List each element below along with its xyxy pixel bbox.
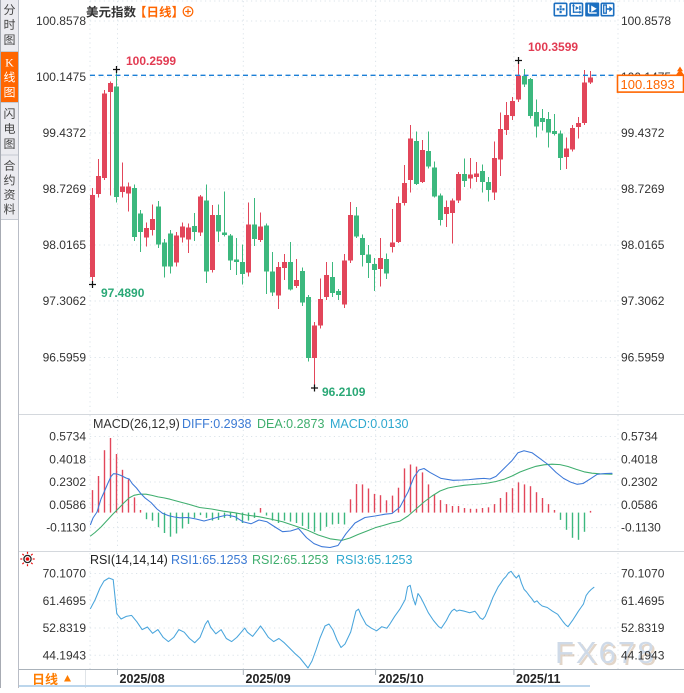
svg-text:0.5734: 0.5734 [621,430,658,444]
svg-text:100.1475: 100.1475 [36,70,86,84]
svg-text:DEA:0.2873: DEA:0.2873 [257,417,324,431]
svg-text:K: K [5,56,14,70]
svg-text:97.4890: 97.4890 [101,286,145,300]
svg-text:99.4372: 99.4372 [43,126,87,140]
svg-text:0.2302: 0.2302 [49,475,86,489]
svg-text:44.1943: 44.1943 [43,648,87,662]
svg-text:98.0165: 98.0165 [621,238,665,252]
svg-text:2025/10: 2025/10 [379,672,424,686]
svg-text:97.3062: 97.3062 [43,294,87,308]
svg-text:0.4018: 0.4018 [49,452,86,466]
svg-text:DIFF:0.2938: DIFF:0.2938 [182,417,252,431]
svg-text:70.1070: 70.1070 [621,567,665,581]
svg-text:0.0586: 0.0586 [621,498,658,512]
svg-text:RSI1:65.1253: RSI1:65.1253 [171,553,247,567]
svg-text:2025/09: 2025/09 [246,672,291,686]
svg-text:2025/11: 2025/11 [516,672,561,686]
svg-text:MACD:0.0130: MACD:0.0130 [330,417,409,431]
svg-text:2025/08: 2025/08 [120,672,165,686]
svg-text:97.3062: 97.3062 [621,294,665,308]
svg-text:100.3599: 100.3599 [528,40,578,54]
svg-text:0.4018: 0.4018 [621,452,658,466]
svg-text:52.8319: 52.8319 [43,621,87,635]
svg-text:RSI2:65.1253: RSI2:65.1253 [252,553,328,567]
svg-text:FX678: FX678 [555,635,656,670]
svg-text:RSI(14,14,14): RSI(14,14,14) [90,553,168,567]
svg-text:98.7269: 98.7269 [43,182,87,196]
svg-text:96.2109: 96.2109 [322,385,366,399]
svg-text:70.1070: 70.1070 [43,567,87,581]
svg-text:RSI3:65.1253: RSI3:65.1253 [336,553,412,567]
svg-text:MACD(26,12,9): MACD(26,12,9) [93,417,180,431]
svg-text:98.0165: 98.0165 [43,238,87,252]
svg-text:96.5959: 96.5959 [621,351,665,365]
svg-text:100.8578: 100.8578 [621,14,671,28]
svg-text:44.1943: 44.1943 [621,648,665,662]
svg-text:98.7269: 98.7269 [621,182,665,196]
svg-text:61.4695: 61.4695 [43,594,87,608]
svg-text:-0.1130: -0.1130 [621,521,661,535]
svg-text:52.8319: 52.8319 [621,621,665,635]
svg-text:100.1893: 100.1893 [621,77,675,92]
svg-text:100.2599: 100.2599 [126,54,176,68]
svg-text:99.4372: 99.4372 [621,126,665,140]
svg-text:96.5959: 96.5959 [43,351,87,365]
svg-text:0.5734: 0.5734 [49,430,86,444]
svg-text:FX678: FX678 [557,637,658,672]
svg-text:0.0586: 0.0586 [49,498,86,512]
svg-text:100.8578: 100.8578 [36,14,86,28]
svg-text:61.4695: 61.4695 [621,594,665,608]
svg-text:0.2302: 0.2302 [621,475,658,489]
svg-text:-0.1130: -0.1130 [46,521,86,535]
